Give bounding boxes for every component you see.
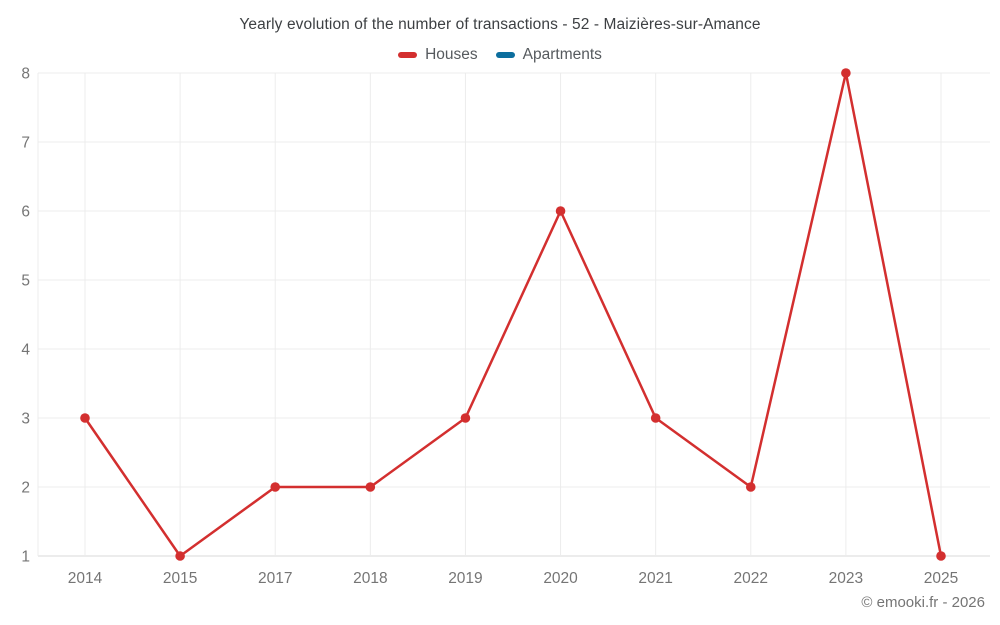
x-tick-label: 2025	[924, 570, 958, 587]
footer-credit: © emooki.fr - 2026	[861, 594, 985, 611]
y-tick-label: 1	[21, 549, 30, 566]
y-tick-label: 6	[21, 204, 30, 221]
data-point-houses-2023[interactable]	[841, 68, 851, 78]
y-tick-label: 3	[21, 411, 30, 428]
data-point-houses-2019[interactable]	[460, 413, 471, 423]
data-point-houses-2018[interactable]	[365, 482, 376, 492]
y-tick-label: 8	[21, 66, 30, 83]
x-tick-label: 2019	[448, 570, 482, 587]
x-tick-label: 2015	[163, 570, 197, 587]
x-tick-label: 2018	[353, 570, 387, 587]
x-tick-label: 2017	[258, 570, 292, 587]
data-point-houses-2015[interactable]	[175, 551, 185, 561]
x-tick-label: 2022	[734, 570, 768, 587]
y-tick-label: 4	[21, 342, 30, 359]
legend-item-houses[interactable]: Houses	[398, 46, 478, 64]
chart-title: Yearly evolution of the number of transa…	[239, 16, 761, 33]
data-point-houses-2014[interactable]	[80, 413, 90, 423]
x-tick-label: 2020	[543, 570, 578, 587]
legend-label-houses: Houses	[425, 46, 478, 63]
x-tick-label: 2014	[68, 570, 103, 587]
y-tick-label: 2	[21, 480, 30, 497]
data-point-houses-2020[interactable]	[555, 206, 566, 216]
data-point-houses-2022[interactable]	[745, 482, 756, 492]
x-tick-label: 2023	[829, 570, 863, 587]
legend-label-apartments: Apartments	[522, 46, 602, 63]
chart-legend: Houses Apartments	[0, 46, 1000, 64]
series-line-houses	[83, 71, 943, 558]
legend-item-apartments[interactable]: Apartments	[495, 46, 602, 64]
legend-swatch-apartments	[495, 52, 515, 58]
x-tick-label: 2021	[638, 570, 672, 587]
data-point-houses-2025[interactable]	[936, 551, 946, 561]
y-tick-label: 5	[21, 273, 30, 290]
data-point-houses-2021[interactable]	[650, 413, 661, 423]
data-point-houses-2017[interactable]	[270, 482, 281, 492]
y-tick-label: 7	[21, 135, 30, 152]
legend-swatch-houses	[398, 52, 418, 58]
